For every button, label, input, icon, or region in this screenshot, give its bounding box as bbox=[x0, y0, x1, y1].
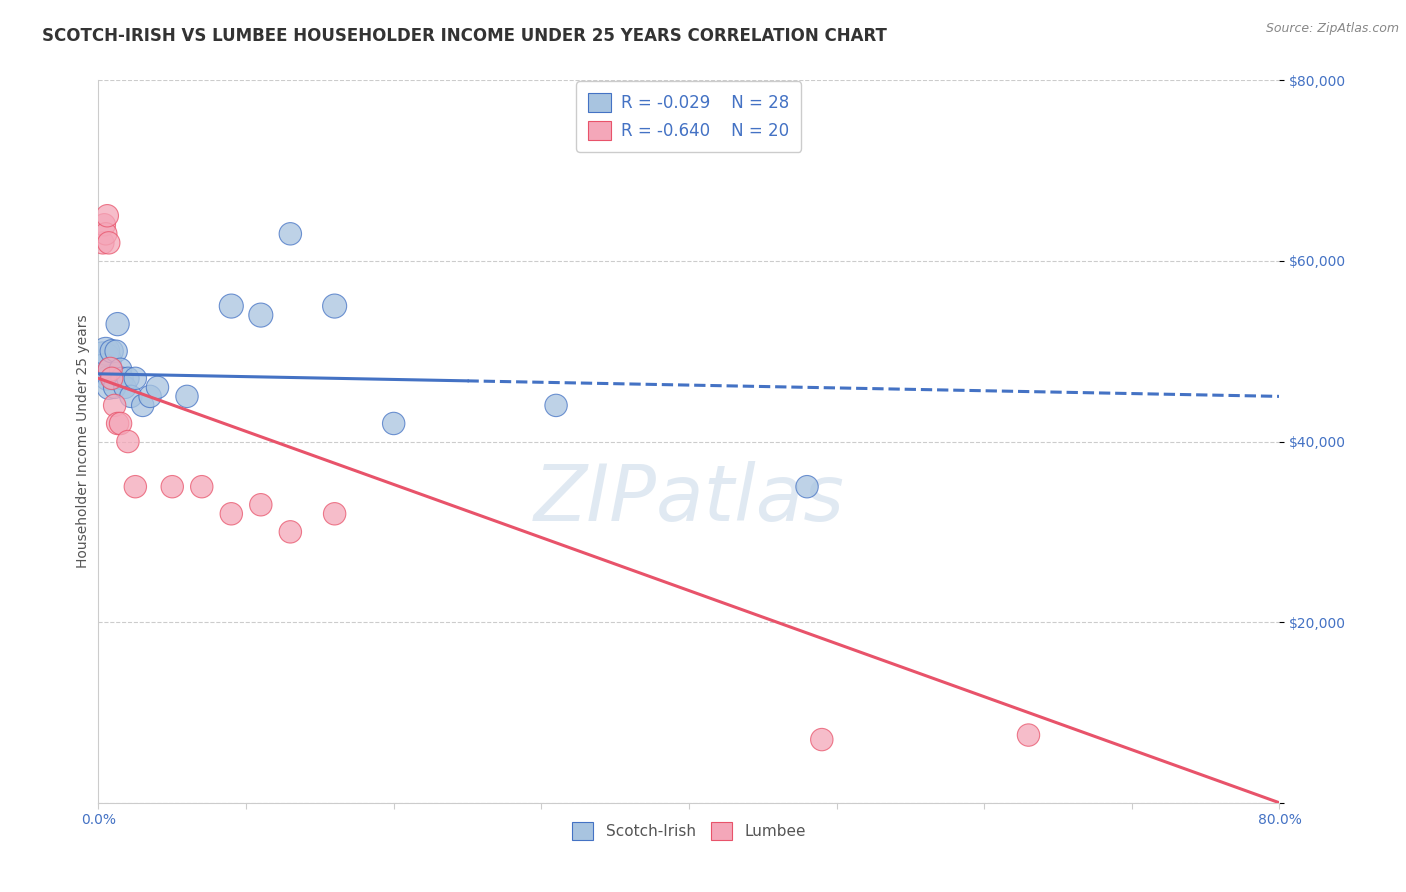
Point bbox=[104, 398, 127, 412]
Point bbox=[221, 507, 243, 521]
Point bbox=[114, 380, 136, 394]
Point bbox=[796, 480, 818, 494]
Point bbox=[97, 235, 120, 250]
Point bbox=[124, 371, 146, 385]
Point bbox=[280, 227, 302, 241]
Point bbox=[117, 371, 139, 385]
Text: ZIPatlas: ZIPatlas bbox=[533, 461, 845, 537]
Point bbox=[250, 498, 273, 512]
Point bbox=[105, 344, 128, 359]
Point bbox=[221, 299, 243, 313]
Point bbox=[810, 732, 832, 747]
Point bbox=[93, 362, 115, 376]
Point bbox=[96, 371, 118, 385]
Point bbox=[107, 317, 129, 331]
Point bbox=[91, 235, 114, 250]
Point bbox=[111, 371, 134, 385]
Point bbox=[104, 380, 127, 394]
Point bbox=[132, 398, 155, 412]
Point bbox=[94, 227, 117, 241]
Point bbox=[96, 209, 118, 223]
Point bbox=[280, 524, 302, 539]
Point bbox=[323, 507, 346, 521]
Point bbox=[97, 380, 120, 394]
Point bbox=[93, 218, 115, 232]
Text: Source: ZipAtlas.com: Source: ZipAtlas.com bbox=[1265, 22, 1399, 36]
Point bbox=[191, 480, 214, 494]
Point bbox=[100, 344, 122, 359]
Point bbox=[100, 371, 122, 385]
Point bbox=[1018, 728, 1040, 742]
Point bbox=[546, 398, 568, 412]
Point bbox=[94, 344, 117, 359]
Point bbox=[146, 380, 169, 394]
Point bbox=[110, 362, 132, 376]
Point bbox=[98, 362, 121, 376]
Point bbox=[382, 417, 405, 431]
Point bbox=[250, 308, 273, 322]
Point bbox=[139, 389, 162, 403]
Point bbox=[176, 389, 198, 403]
Point bbox=[323, 299, 346, 313]
Point bbox=[107, 417, 129, 431]
Point bbox=[162, 480, 183, 494]
Point bbox=[124, 480, 146, 494]
Point bbox=[91, 353, 114, 368]
Text: SCOTCH-IRISH VS LUMBEE HOUSEHOLDER INCOME UNDER 25 YEARS CORRELATION CHART: SCOTCH-IRISH VS LUMBEE HOUSEHOLDER INCOM… bbox=[42, 27, 887, 45]
Point bbox=[110, 417, 132, 431]
Point bbox=[98, 362, 121, 376]
Y-axis label: Householder Income Under 25 years: Householder Income Under 25 years bbox=[76, 315, 90, 568]
Point bbox=[117, 434, 139, 449]
Legend: Scotch-Irish, Lumbee: Scotch-Irish, Lumbee bbox=[565, 816, 813, 846]
Point bbox=[120, 389, 142, 403]
Point bbox=[103, 371, 125, 385]
